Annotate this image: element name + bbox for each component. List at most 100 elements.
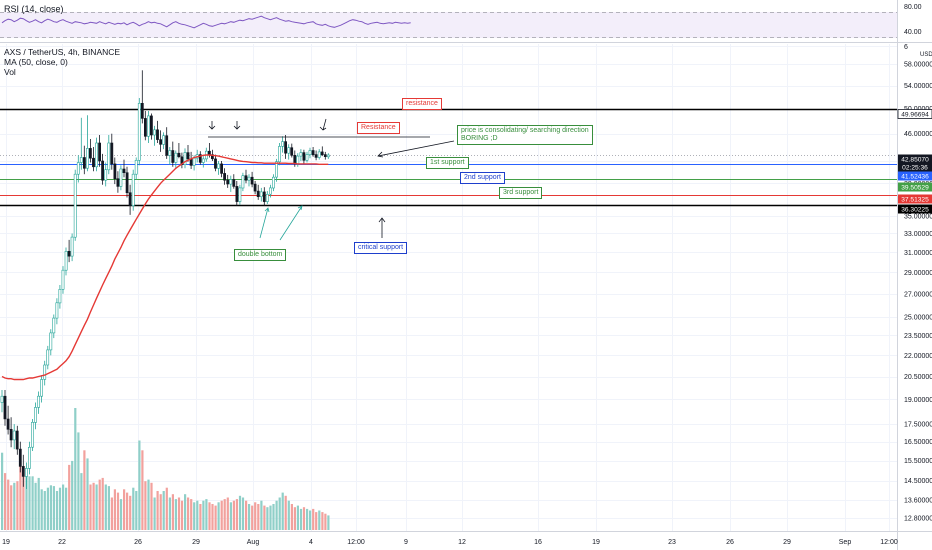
volume-bar [86, 458, 89, 530]
candle-body [265, 194, 269, 202]
volume-indicator-label[interactable]: Vol [4, 67, 16, 77]
candle-body [293, 155, 297, 165]
volume-bar [327, 515, 330, 530]
candle-body [55, 302, 59, 319]
symbol-title[interactable]: AXS / TetherUS, 4h, BINANCE [4, 47, 121, 57]
volume-bar [168, 497, 171, 530]
candle-body [113, 163, 117, 179]
candle-body [125, 172, 129, 193]
down-arrow [208, 121, 216, 130]
volume-bar [174, 499, 177, 530]
double-bottom-note[interactable]: double bottom [234, 249, 287, 261]
down-arrow [233, 121, 241, 130]
volume-bar [245, 500, 248, 530]
candle-body [290, 147, 294, 156]
price-level-tag [898, 154, 932, 164]
candle-body [104, 169, 108, 181]
candle-body [232, 179, 236, 187]
time-axis: 19 22 26 29 Aug 4 12:00 9 12 16 19 23 26 29 Sep 12:00 [2, 539, 898, 546]
candle-body [247, 176, 251, 181]
candle-body [64, 251, 68, 271]
volume-bar [162, 491, 165, 530]
volume-bar [65, 487, 68, 530]
volume-bar [180, 500, 184, 530]
candle-body [256, 190, 260, 198]
rsi-band [0, 12, 897, 38]
volume-bar [263, 505, 266, 530]
volume-bar [229, 502, 232, 530]
volume-bar [28, 476, 31, 530]
price-tick-label: 35.00000 [904, 213, 932, 220]
volume-bar [235, 499, 238, 530]
candle-body [119, 168, 123, 187]
critical-support-note[interactable]: critical support [354, 242, 408, 254]
time-tick-label: 26 [726, 539, 734, 546]
candle-body [171, 150, 175, 163]
consolidation-note[interactable]: price is consolidating/ searching direct… [457, 125, 593, 145]
volume-bar [68, 464, 71, 530]
volume-bar [4, 473, 7, 530]
second-support-note[interactable]: 2nd support [460, 172, 505, 184]
price-tick-label: 31.00000 [904, 250, 932, 257]
double-bottom-arrow [279, 205, 303, 241]
time-tick-label: Aug [247, 539, 260, 546]
volume-bar [190, 499, 193, 530]
volume-bar [184, 494, 187, 530]
volume-bar [113, 489, 116, 530]
third-support-note[interactable]: 3rd support [499, 187, 543, 199]
price-tick-label: 54.00000 [904, 83, 932, 90]
candle-body [31, 421, 34, 448]
candle-body [131, 173, 135, 206]
resistance-top-note[interactable]: resistance [402, 98, 442, 110]
resistance-note[interactable]: Resistance [357, 122, 400, 134]
candle-body [128, 192, 132, 206]
volume-bar [138, 440, 141, 530]
candle-body [79, 157, 83, 163]
volume-bar [318, 510, 321, 530]
volume-bar [34, 482, 37, 530]
candle-body [3, 395, 7, 420]
volume-bar [196, 500, 199, 530]
volume-bar [126, 492, 129, 530]
volume-bar [260, 500, 263, 530]
candle-body [168, 150, 172, 156]
volume-bar [309, 510, 312, 530]
time-tick-label: 16 [534, 539, 542, 546]
volume-bar [217, 502, 220, 530]
volume-bar [177, 497, 181, 530]
candle-body [86, 148, 89, 169]
candle-body [137, 103, 141, 161]
first-support-note[interactable]: 1st support [426, 157, 469, 169]
candle-body [259, 191, 263, 197]
volume-bar [104, 484, 107, 530]
price-tick-label: 12.80000 [904, 516, 932, 523]
ma-indicator-label[interactable]: MA (50, close, 0) [4, 57, 68, 67]
price-axis: 658.0000054.0000050.0000046.0000042.0000… [897, 4, 932, 523]
volume-bar [46, 487, 49, 530]
volume-bar [165, 487, 168, 530]
candle-body [250, 176, 254, 185]
volume-bar [98, 479, 101, 530]
candle-body [67, 251, 71, 257]
candle-body [201, 158, 205, 163]
volume-bar [278, 497, 281, 530]
price-tick-label: 46.00000 [904, 131, 932, 138]
candle-body [49, 332, 53, 351]
price-level-tag-label: 37.51325 [901, 197, 929, 204]
candle-body [208, 150, 211, 155]
candle-body [235, 186, 239, 202]
price-tick-label: 29.00000 [904, 270, 932, 277]
candle-body [198, 154, 202, 163]
price-tick-label: 25.00000 [904, 314, 932, 321]
volume-bar [132, 487, 135, 530]
candle-body [107, 142, 111, 171]
price-level-tag [897, 109, 932, 119]
volume-bar [107, 486, 110, 530]
volume-bar [287, 500, 290, 530]
volume-bar [251, 505, 254, 530]
volume-bar [37, 477, 40, 530]
candle-body [186, 152, 190, 160]
candle-body [183, 152, 187, 166]
volume-bar [299, 508, 303, 530]
